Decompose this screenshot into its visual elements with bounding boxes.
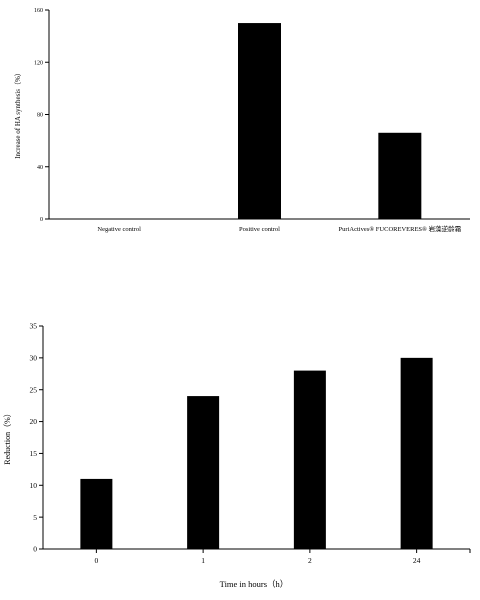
chart-2-category-label: 0: [95, 556, 99, 565]
chart-1-y-tick-label: 40: [37, 165, 43, 171]
chart-1-y-axis-label: Increase of HA synthesis（%）: [14, 69, 22, 159]
chart-ha-synthesis: Increase of HA synthesis（%） 0 40 80 120 160 N…: [14, 8, 470, 233]
chart-2-y-tick-label: 15: [30, 449, 38, 458]
chart-2-y-tick-label: 10: [30, 481, 38, 490]
chart-2-bar: [187, 396, 220, 549]
chart-2-category-label: 24: [413, 556, 421, 565]
chart-2-x-axis-label: Time in hours（h）: [220, 579, 289, 589]
chart-2-y-tick-label: 5: [33, 513, 37, 522]
chart-2-category-label: 1: [201, 556, 205, 565]
chart-1-y-tick-label: 0: [40, 217, 43, 223]
chart-2-y-tick-label: 30: [30, 353, 38, 362]
chart-2-bar: [80, 478, 113, 549]
chart-2-y-axis-label: Reduction（%）: [3, 409, 12, 465]
chart-1-bar: [378, 132, 422, 219]
chart-2-y-tick-label: 20: [30, 417, 38, 426]
chart-1-y-tick-label: 120: [34, 60, 43, 66]
chart-1-category-label: Negative control: [97, 226, 141, 233]
chart-reduction: Reduction（%） Time in hours（h） 0510152025…: [3, 322, 471, 589]
chart-2-category-label: 2: [308, 556, 312, 565]
chart-1-bar: [238, 23, 281, 219]
chart-2-y-tick-label: 35: [30, 322, 38, 331]
chart-2-bar: [293, 370, 326, 549]
chart-2-bar: [400, 357, 433, 549]
chart-1-y-tick-label: 160: [34, 8, 43, 14]
chart-1-category-label: Positive control: [239, 226, 280, 233]
chart-2-y-tick-label: 0: [33, 545, 37, 554]
chart-1-y-tick-label: 80: [37, 113, 43, 119]
chart-1-category-label: PuriActives® FUCOREVERES® 岩藻逆龄霜: [339, 224, 462, 233]
chart-2-y-tick-label: 25: [30, 385, 38, 394]
